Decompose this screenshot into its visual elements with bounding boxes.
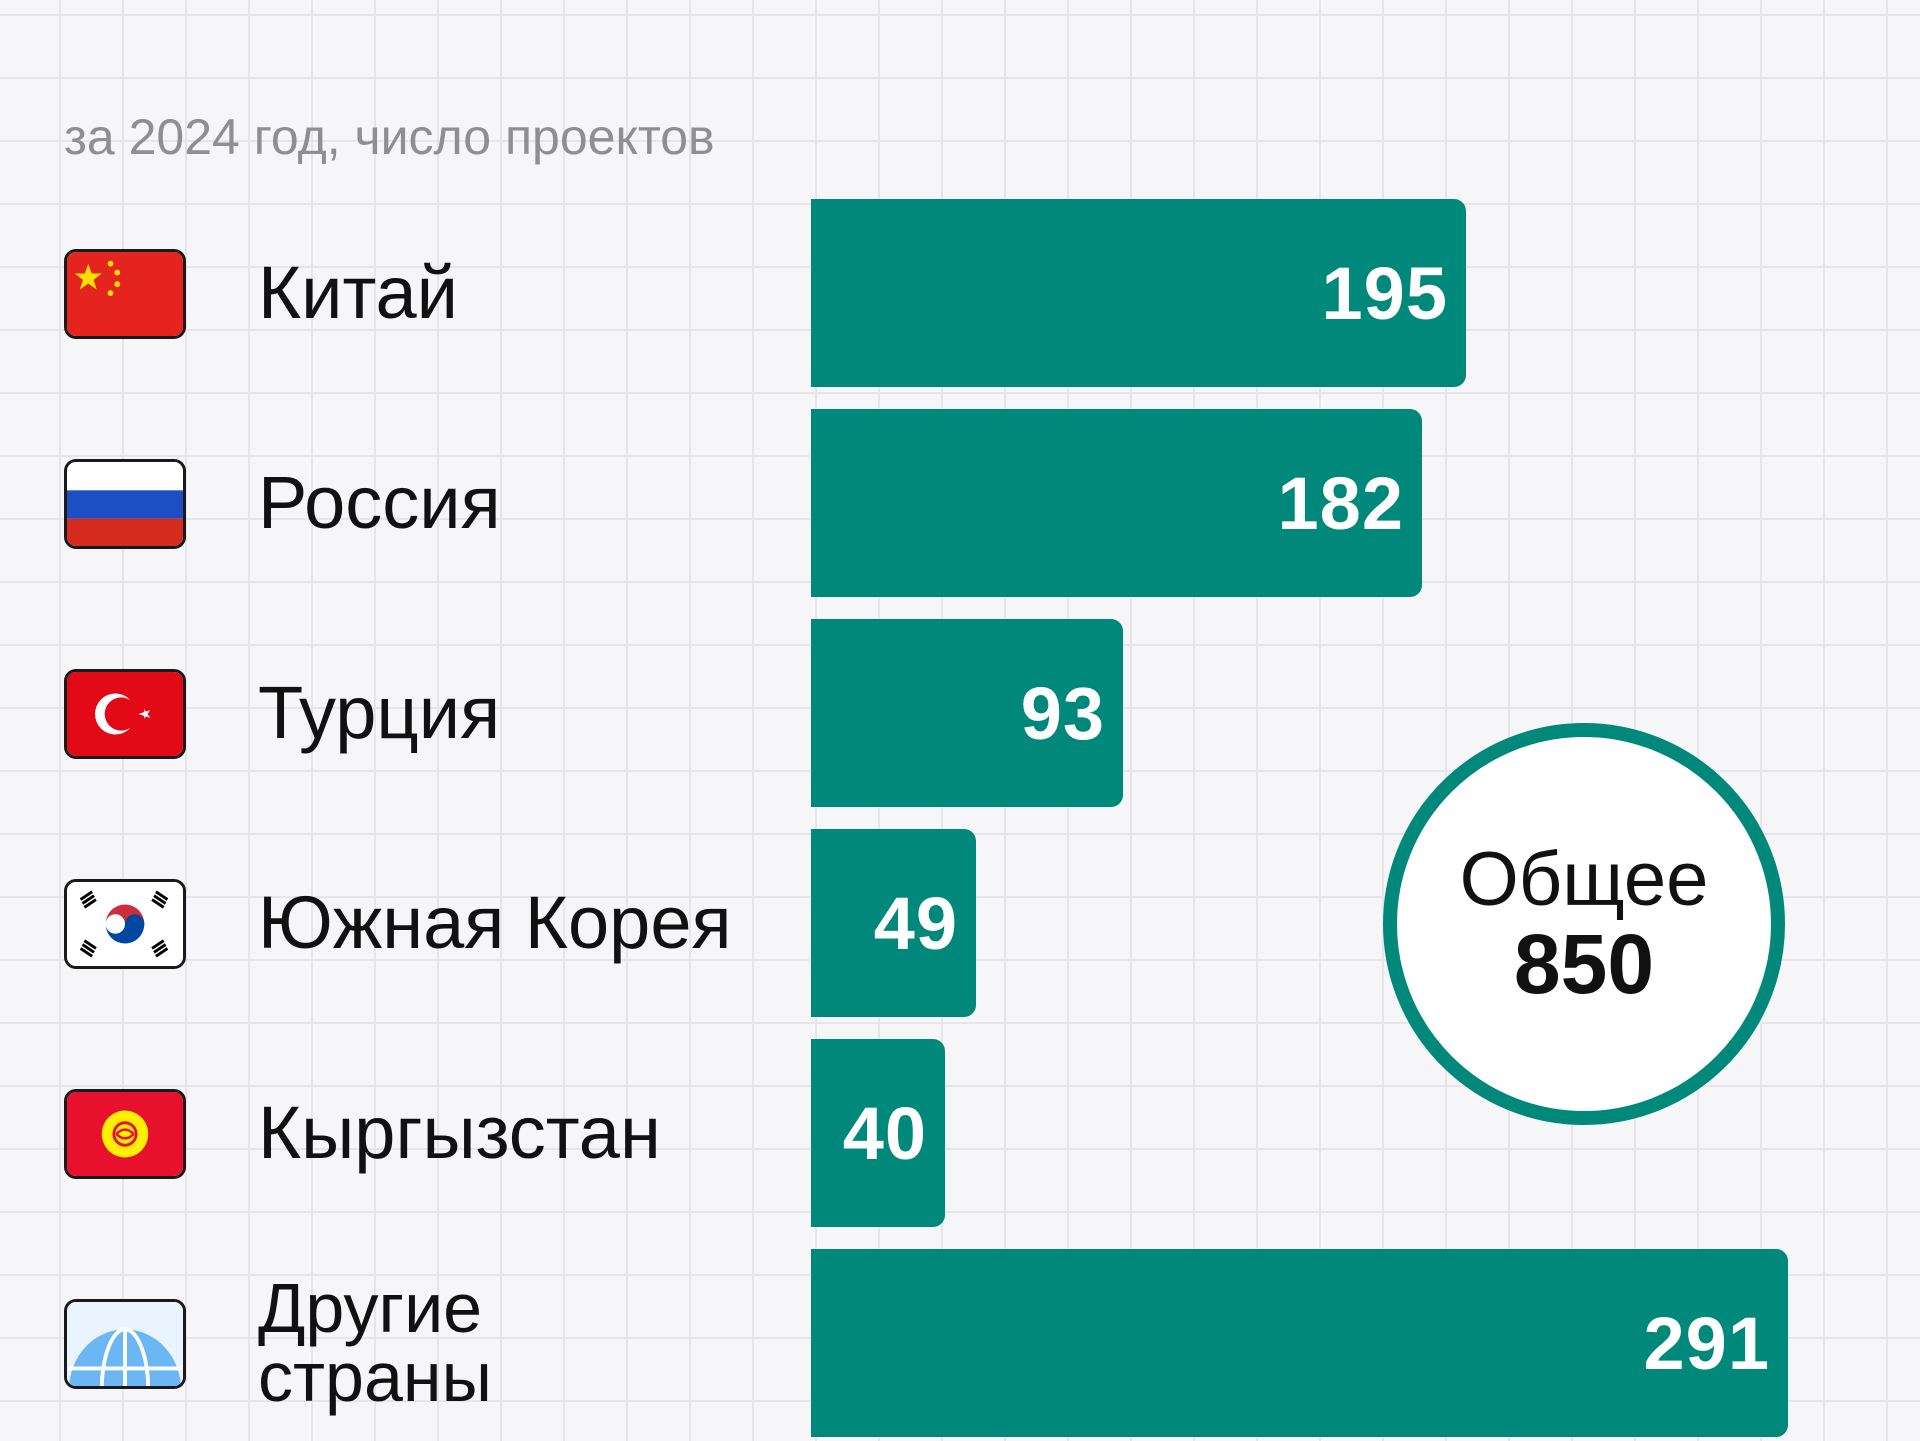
category-label: Южная Корея <box>258 881 732 964</box>
bar-kyrgyzstan: 40 <box>811 1039 945 1227</box>
data-label: 93 <box>1020 671 1105 755</box>
bar-china: 195 <box>811 199 1466 387</box>
category-label: Китай <box>258 251 458 334</box>
chart-subtitle: за 2024 год, число проектов <box>64 109 715 165</box>
chart-row: Россия 182 <box>0 409 1920 597</box>
kyrgyzstan-flag-icon <box>64 1089 186 1179</box>
data-label: 195 <box>1321 251 1448 335</box>
total-label: Общее <box>1459 837 1709 922</box>
category-label: Россия <box>258 461 501 544</box>
globe-icon <box>64 1299 186 1389</box>
china-flag-icon <box>64 249 186 339</box>
total-badge: Общее 850 <box>1383 723 1785 1125</box>
data-label: 182 <box>1277 461 1404 545</box>
chart-row: Другие страны 291 <box>0 1249 1920 1437</box>
data-label: 49 <box>873 881 958 965</box>
bar-turkey: 93 <box>811 619 1123 807</box>
bar-russia: 182 <box>811 409 1422 597</box>
bar-south-korea: 49 <box>811 829 976 1017</box>
chart-row: Кыргызстан 40 <box>0 1039 1920 1227</box>
bar-other-countries: 291 <box>811 1249 1788 1437</box>
total-value: 850 <box>1513 916 1655 1011</box>
chart-row: Турция 93 <box>0 619 1920 807</box>
data-label: 40 <box>842 1091 927 1175</box>
south-korea-flag-icon <box>64 879 186 969</box>
chart-row: Южная Корея 49 <box>0 829 1920 1017</box>
data-label: 291 <box>1643 1301 1770 1385</box>
category-label: Кыргызстан <box>258 1091 661 1174</box>
chart-row: Китай 195 <box>0 199 1920 387</box>
category-label: Турция <box>258 671 501 754</box>
category-label: Другие страны <box>258 1269 492 1416</box>
russia-flag-icon <box>64 459 186 549</box>
turkey-flag-icon <box>64 669 186 759</box>
